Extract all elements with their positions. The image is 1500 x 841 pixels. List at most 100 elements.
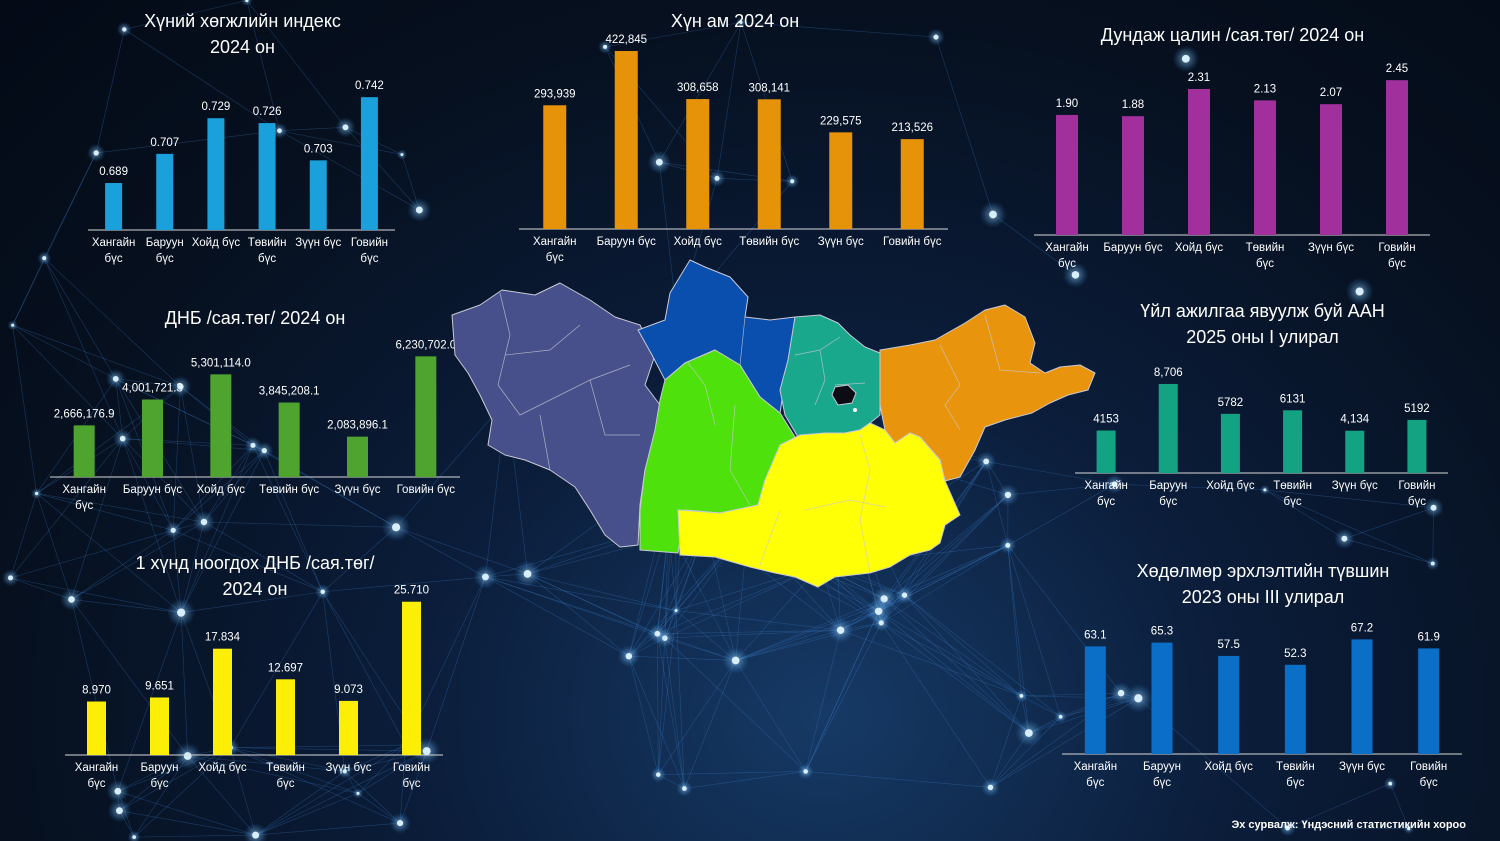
data-label: 8.970 <box>82 685 111 697</box>
category-label: Говийн бүс <box>351 237 388 265</box>
bar <box>543 105 567 229</box>
chart-svg: 0.689 Хангайн бүс 0.707 Баруун бүс 0.729 Хойд б… <box>88 80 395 265</box>
bar <box>686 99 710 230</box>
chart-enterprises: Үйл ажилгаа явуулж буй ААН 2025 оны I ул… <box>1075 298 1450 518</box>
bar <box>1386 80 1408 235</box>
data-label: 0.729 <box>202 101 231 113</box>
bar <box>87 701 106 755</box>
chart-title: ДНБ /сая.төг/ 2024 он <box>164 308 346 328</box>
data-label: 2,083,896.1 <box>327 420 388 432</box>
data-label: 2.07 <box>1320 87 1342 99</box>
bar <box>614 51 638 230</box>
data-label: 308,658 <box>677 82 719 94</box>
category-label: Хойд бүс <box>1206 480 1255 492</box>
category-label: Баруун бүс <box>123 484 183 496</box>
category-label: Хойд бүс <box>674 236 723 248</box>
category-label: Хангайн бүс <box>1045 242 1089 270</box>
category-label: Хангайн бүс <box>1074 761 1118 789</box>
category-label: Төвийн бүс <box>259 484 319 496</box>
category-label: Хангайн бүс <box>75 762 119 790</box>
bar <box>276 679 295 755</box>
category-label: Говийн бүс <box>1378 242 1415 270</box>
chart-svg: 4153 Хангайн бүс 8,706 Баруун бүс 5782 Хойд бүс… <box>1075 367 1448 508</box>
data-label: 52.3 <box>1284 648 1306 660</box>
chart-title: Үйл ажилгаа явуулж буй ААН 2025 оны I ул… <box>1140 301 1385 347</box>
bar <box>156 153 174 230</box>
data-label: 1.90 <box>1056 98 1078 110</box>
category-label: Говийн бүс <box>1398 480 1435 508</box>
data-label: 5,301,114.0 <box>191 357 251 369</box>
data-label: 0.689 <box>99 166 128 178</box>
category-label: Хангайн бүс <box>1084 480 1128 508</box>
bar <box>347 436 368 477</box>
data-label: 5782 <box>1218 397 1244 409</box>
category-label: Хойд бүс <box>1204 761 1253 773</box>
map-city-dot <box>853 408 857 412</box>
bar <box>1320 104 1342 236</box>
chart-gdp: ДНБ /сая.төг/ 2024 он 2,666,176.9 Хангайн б… <box>50 305 460 525</box>
bar <box>757 99 781 230</box>
chart-wage: Дундаж цалин /сая.төг/ 2024 он 1.90 Хангай… <box>1030 22 1435 277</box>
map-ulaanbaatar <box>831 384 857 406</box>
data-label: 2.13 <box>1254 83 1276 95</box>
category-label: Баруун бүс <box>1143 761 1181 789</box>
bar <box>210 374 232 477</box>
chart-title: Хүн ам 2024 он <box>670 11 800 31</box>
bar <box>207 118 225 230</box>
category-label: Баруун бүс <box>140 762 178 790</box>
bar <box>1418 648 1440 754</box>
bar <box>1351 639 1373 754</box>
data-label: 308,141 <box>748 82 790 94</box>
category-label: Хангайн бүс <box>62 484 106 512</box>
data-label: 229,575 <box>820 115 862 127</box>
data-label: 213,526 <box>891 122 933 134</box>
data-label: 63.1 <box>1084 629 1106 641</box>
data-label: 422,845 <box>605 34 647 46</box>
chart-svg: 8.970 Хангайн бүс 9.651 Баруун бүс 17.834 Хойд … <box>65 585 443 790</box>
chart-employment: Хөдөлмөр эрхлэлтийн түвшин 2023 оны III … <box>1062 558 1464 798</box>
bar <box>1284 664 1306 754</box>
category-label: Говийн бүс <box>397 484 456 496</box>
data-label: 4153 <box>1093 414 1119 426</box>
category-label: Говийн бүс <box>393 762 430 790</box>
bar <box>1407 419 1427 473</box>
category-label: Зүүн бүс <box>1332 480 1378 492</box>
bar <box>360 97 378 230</box>
bar <box>1345 430 1365 473</box>
bar <box>278 402 300 477</box>
bar <box>309 160 327 230</box>
chart-svg: 2,666,176.9 Хангайн бүс 4,001,721.3 Баруун б… <box>50 339 460 512</box>
category-label: Баруун бүс <box>146 237 184 265</box>
data-label: 25.710 <box>394 585 429 597</box>
category-label: Төвийн бүс <box>266 762 305 790</box>
chart-svg: 293,939 Хангайн бүс 422,845 Баруун бүс 308,65… <box>519 34 948 264</box>
data-label: 4,134 <box>1340 414 1369 426</box>
bar <box>1096 430 1116 473</box>
bar <box>1158 383 1178 473</box>
category-label: Төвийн бүс <box>1276 761 1315 789</box>
data-label: 2.31 <box>1188 72 1210 84</box>
bar <box>900 139 924 229</box>
category-label: Хойд бүс <box>197 484 246 496</box>
bar <box>1218 655 1240 754</box>
chart-title: Хөдөлмөр эрхлэлтийн түвшин 2023 оны III … <box>1136 561 1390 607</box>
mongolia-regions-map <box>451 259 1096 588</box>
chart-svg: 63.1 Хангайн бүс 65.3 Баруун бүс 57.5 Хойд бүс 5… <box>1062 622 1462 789</box>
bar <box>213 648 232 755</box>
category-label: Хангайн бүс <box>92 237 136 265</box>
category-label: Төвийн бүс <box>1246 242 1285 270</box>
category-label: Хангайн бүс <box>533 236 577 264</box>
bar <box>1188 89 1210 236</box>
data-label: 2,666,176.9 <box>54 408 115 420</box>
chart-title: Хүний хөгжлийн индекс 2024 он <box>144 11 341 57</box>
data-label: 17.834 <box>205 632 241 644</box>
bar <box>402 601 421 755</box>
category-label: Зүүн бүс <box>1308 242 1354 254</box>
data-label: 293,939 <box>534 88 576 100</box>
bar <box>142 399 163 477</box>
category-label: Говийн бүс <box>883 236 942 248</box>
chart-title: 1 хүнд ноогдох ДНБ /сая.төг/ 2024 он <box>135 553 375 599</box>
bar <box>1220 413 1240 473</box>
map-region-central <box>779 314 886 438</box>
category-label: Зүүн бүс <box>334 484 380 496</box>
